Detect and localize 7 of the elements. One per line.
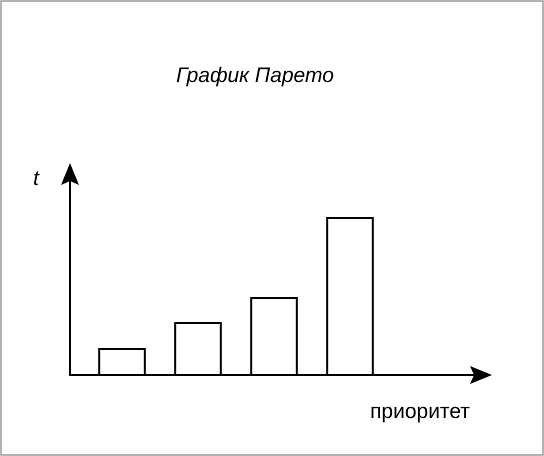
bar xyxy=(98,348,146,376)
bar xyxy=(326,217,374,376)
chart-title: График Парето xyxy=(176,64,334,87)
bar xyxy=(250,297,298,376)
x-axis-title: приоритет xyxy=(370,400,470,423)
y-axis-title: t xyxy=(33,167,40,190)
bar xyxy=(174,322,222,376)
